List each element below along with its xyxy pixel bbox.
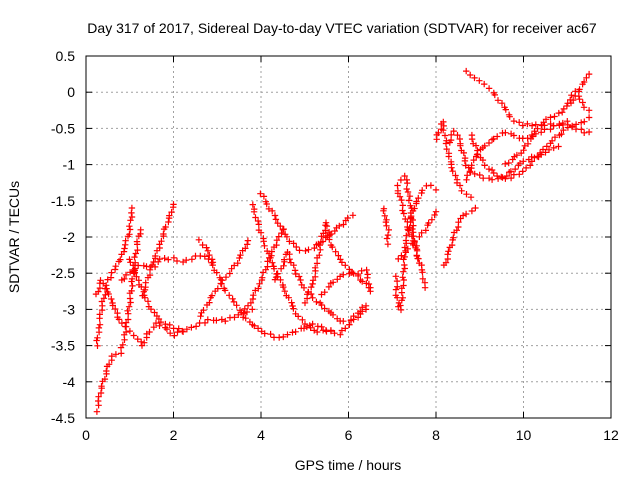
y-tick-label: -2.5 (51, 265, 75, 281)
x-tick-label: 0 (82, 427, 90, 443)
x-tick-label: 2 (170, 427, 178, 443)
y-tick-label: -2 (63, 229, 76, 245)
y-tick-label: -4 (63, 374, 76, 390)
plus-markers (302, 220, 374, 307)
series-15 (380, 206, 392, 248)
series-14 (302, 220, 374, 307)
plus-markers (197, 237, 251, 319)
plus-markers (93, 277, 256, 349)
chart-title: Day 317 of 2017, Sidereal Day-to-day VTE… (87, 20, 597, 36)
series-22 (447, 128, 562, 183)
plus-markers (93, 205, 135, 349)
series-2 (93, 205, 135, 349)
y-axis-label: SDTVAR / TECUs (6, 181, 22, 293)
series-9 (250, 201, 335, 335)
y-tick-label: -0.5 (51, 120, 75, 136)
plus-markers (272, 249, 369, 328)
x-tick-label: 10 (516, 427, 532, 443)
series-13 (318, 267, 373, 298)
y-tick-label: 0 (67, 84, 75, 100)
grid-layer (86, 56, 611, 418)
x-axis-label: GPS time / hours (295, 457, 402, 473)
y-tick-label: -4.5 (51, 410, 75, 426)
plus-markers (318, 267, 373, 298)
plus-markers (257, 191, 356, 255)
plus-markers (380, 206, 392, 248)
plus-markers (196, 237, 216, 266)
y-tick-label: -1.5 (51, 193, 75, 209)
chart-figure: Day 317 of 2017, Sidereal Day-to-day VTE… (0, 0, 640, 480)
plus-markers (250, 201, 335, 335)
series-3 (93, 277, 256, 349)
x-tick-label: 12 (603, 427, 619, 443)
x-tick-label: 4 (257, 427, 265, 443)
x-tick-label: 8 (432, 427, 440, 443)
y-tick-label: -3.5 (51, 338, 75, 354)
series-6 (139, 201, 176, 299)
y-tick-label: 0.5 (56, 48, 76, 64)
series-7 (197, 237, 251, 319)
plus-markers (139, 201, 176, 299)
y-tick-label: -1 (63, 157, 76, 173)
plus-markers (447, 128, 562, 183)
series-8 (196, 237, 216, 266)
data-marks (93, 68, 593, 415)
y-tick-label: -3 (63, 301, 76, 317)
x-tick-label: 6 (345, 427, 353, 443)
series-11 (257, 191, 356, 255)
scatter-chart: Day 317 of 2017, Sidereal Day-to-day VTE… (0, 0, 640, 480)
series-12 (272, 249, 369, 328)
axis-ticks: 0 2 4 6 8 10 12 0.5 0 -0.5 -1 -1.5 -2 -2.5 -3 -3.5 -4 -4.… (51, 48, 619, 443)
